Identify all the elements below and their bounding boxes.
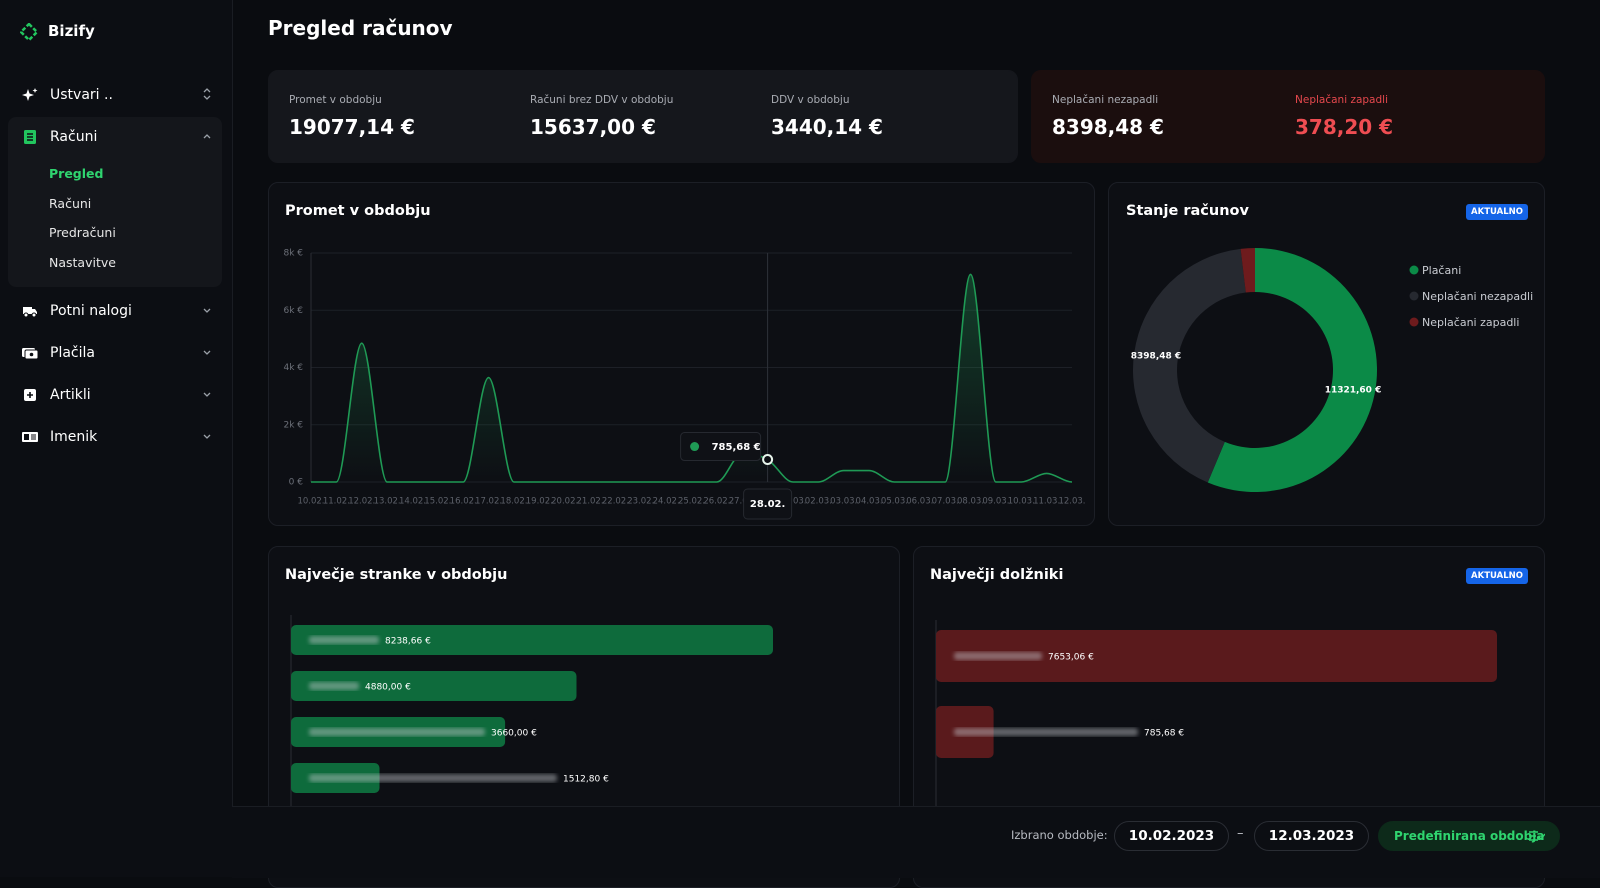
date-separator: – <box>1237 826 1244 841</box>
x-tick-label: 06.03. <box>906 497 933 507</box>
x-tick-label: 16.02. <box>450 497 477 507</box>
legend-label: Neplačani zapadli <box>1422 316 1519 329</box>
x-tick-label: 23.02. <box>627 497 654 507</box>
preset-icon <box>1529 830 1545 842</box>
legend-swatch <box>1410 292 1419 301</box>
x-tick-label: 12.02. <box>348 497 375 507</box>
y-tick-label: 6k € <box>283 306 303 316</box>
x-tick-label: 05.03. <box>881 497 908 507</box>
x-tick-label: 12.03. <box>1058 497 1085 507</box>
x-tick-label: 20.02. <box>551 497 578 507</box>
y-tick-label: 8k € <box>283 249 303 259</box>
x-tick-label: 11.03. <box>1033 497 1060 507</box>
slice-label: 8398,48 € <box>1131 352 1181 362</box>
date-from[interactable]: 10.02.2023 <box>1114 821 1229 851</box>
y-tick-label: 0 € <box>289 478 304 488</box>
legend-swatch <box>1410 318 1419 327</box>
bar-value-label: 4880,00 € <box>365 683 411 693</box>
x-tick-label: 25.02. <box>678 497 705 507</box>
x-tick-label: 13.02. <box>374 497 401 507</box>
preset-button-label: Predefinirana obdobja <box>1394 829 1544 843</box>
x-tick-label: 24.02. <box>653 497 680 507</box>
x-tick-label: 03.03. <box>830 497 857 507</box>
legend-label: Plačani <box>1422 264 1461 277</box>
preset-button[interactable]: Predefinirana obdobja <box>1378 821 1560 851</box>
x-tick-label: 11.02. <box>323 497 350 507</box>
legend-label: Neplačani nezapadli <box>1422 290 1533 303</box>
legend-swatch <box>1410 266 1419 275</box>
tooltip-dot <box>690 442 699 451</box>
bar-value-label: 785,68 € <box>1144 729 1184 739</box>
x-tick-label: 14.02. <box>399 497 426 507</box>
hover-point <box>763 455 772 464</box>
tooltip-value: 785,68 € <box>712 442 761 453</box>
x-tick-label: 09.03. <box>982 497 1009 507</box>
x-tick-label: 26.02. <box>703 497 730 507</box>
blurred-name <box>309 682 359 690</box>
blurred-name <box>309 636 379 644</box>
x-tick-label: 17.02. <box>475 497 502 507</box>
y-tick-label: 2k € <box>283 420 303 430</box>
x-tick-label: 21.02. <box>577 497 604 507</box>
x-tick-label: 10.02. <box>297 497 324 507</box>
blurred-name <box>309 774 557 782</box>
x-tick-label: 10.03. <box>1008 497 1035 507</box>
x-tick-label: 15.02. <box>424 497 451 507</box>
x-tick-label: 18.02. <box>500 497 527 507</box>
bar-value-label: 8238,66 € <box>385 637 431 647</box>
slice-label: 11321,60 € <box>1325 385 1382 395</box>
x-tick-label: 22.02. <box>602 497 629 507</box>
tooltip-date: 28.02. <box>750 499 785 510</box>
bar-value-label: 3660,00 € <box>491 729 537 739</box>
x-tick-label: 02.03. <box>805 497 832 507</box>
footer: Izbrano obdobje: 10.02.2023 – 12.03.2023… <box>232 806 1600 878</box>
bar-value-label: 7653,06 € <box>1048 653 1094 663</box>
blurred-name <box>954 652 1042 660</box>
blurred-name <box>309 728 485 736</box>
period-label: Izbrano obdobje: <box>1011 828 1108 842</box>
y-tick-label: 4k € <box>283 363 303 373</box>
x-tick-label: 08.03. <box>957 497 984 507</box>
date-to[interactable]: 12.03.2023 <box>1254 821 1369 851</box>
x-tick-label: 07.03. <box>932 497 959 507</box>
bar-value-label: 1512,80 € <box>563 775 609 785</box>
blurred-name <box>954 728 1138 736</box>
x-tick-label: 04.03. <box>856 497 883 507</box>
x-tick-label: 19.02. <box>526 497 553 507</box>
